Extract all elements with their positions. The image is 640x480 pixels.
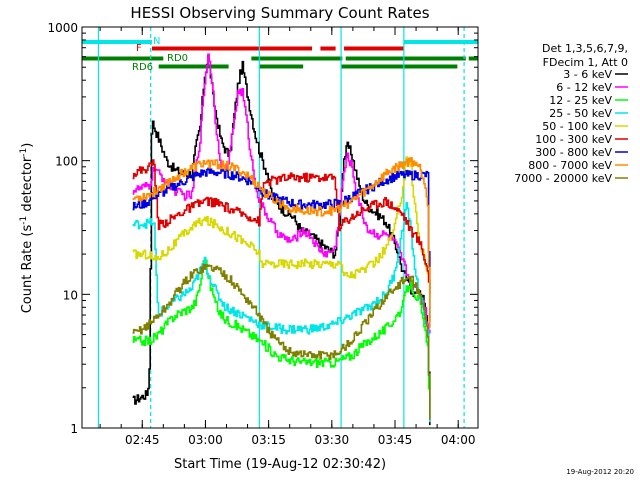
y-tick-label: 1 (70, 422, 78, 436)
footer-timestamp: 19-Aug-2012 20:20 (566, 468, 634, 476)
legend: Det 1,3,5,6,7,9, FDecim 1, Att 0 3 - 6 k… (514, 42, 628, 185)
series-layer (132, 53, 431, 426)
y-tick-label: 100 (55, 155, 78, 169)
legend-entry-label: 7000 - 20000 keV (514, 172, 612, 185)
y-tick-label: 1000 (47, 21, 78, 35)
chart-title: HESSI Observing Summary Count Rates (130, 4, 429, 22)
series-line (132, 202, 431, 423)
legend-entry-label: 100 - 300 keV (535, 133, 612, 146)
flag-label-n: N (153, 36, 160, 47)
legend-entry-label: 800 - 7000 keV (528, 159, 612, 172)
flag-label-rd6: RD6 (132, 62, 153, 73)
x-axis-label: Start Time (19-Aug-12 02:30:42) (174, 457, 386, 472)
legend-title-line-1: Det 1,3,5,6,7,9, (542, 42, 628, 55)
y-axis-label-exp1: -1 (19, 216, 29, 225)
axes-layer: 1 10 100 1000 02:45 03:00 03:15 03:30 03:45 04:00 (47, 21, 478, 447)
legend-title-line-2: FDecim 1, Att 0 (543, 56, 628, 69)
series-line (132, 263, 431, 420)
series-line (132, 157, 431, 328)
flag-label-f: F (136, 43, 142, 54)
y-axis-label-mid: detector (20, 156, 35, 216)
series-line (132, 159, 431, 295)
legend-entry-label: 300 - 800 keV (535, 146, 612, 159)
legend-entry-label: 50 - 100 keV (542, 120, 612, 133)
series-line (132, 53, 431, 334)
plot-area (81, 26, 479, 429)
x-tick-label: 03:00 (188, 433, 223, 447)
legend-entry-label: 3 - 6 keV (563, 68, 612, 81)
x-tick-label: 03:15 (251, 433, 286, 447)
y-axis-label-main: Count Rate (s (20, 225, 35, 314)
legend-entry-label: 12 - 25 keV (549, 94, 612, 107)
series-line (132, 156, 431, 290)
flags-layer (82, 40, 478, 69)
y-axis-label-end: ) (20, 143, 35, 148)
y-tick-label: 10 (63, 288, 78, 302)
y-axis-label: Count Rate (s-1 detector-1) (19, 143, 35, 314)
x-tick-label: 04:00 (441, 433, 476, 447)
x-tick-label: 03:30 (315, 433, 350, 447)
series-line (132, 259, 431, 419)
series-line (132, 54, 431, 426)
flag-labels: NF RD0 RD6 (132, 36, 188, 73)
x-tick-label: 02:45 (125, 433, 160, 447)
x-tick-label: 03:45 (378, 433, 413, 447)
legend-entry-label: 6 - 12 keV (556, 81, 612, 94)
flag-label-rd0: RD0 (167, 53, 188, 64)
y-axis-label-exp2: -1 (19, 148, 29, 157)
legend-entry-label: 25 - 50 keV (549, 107, 612, 120)
